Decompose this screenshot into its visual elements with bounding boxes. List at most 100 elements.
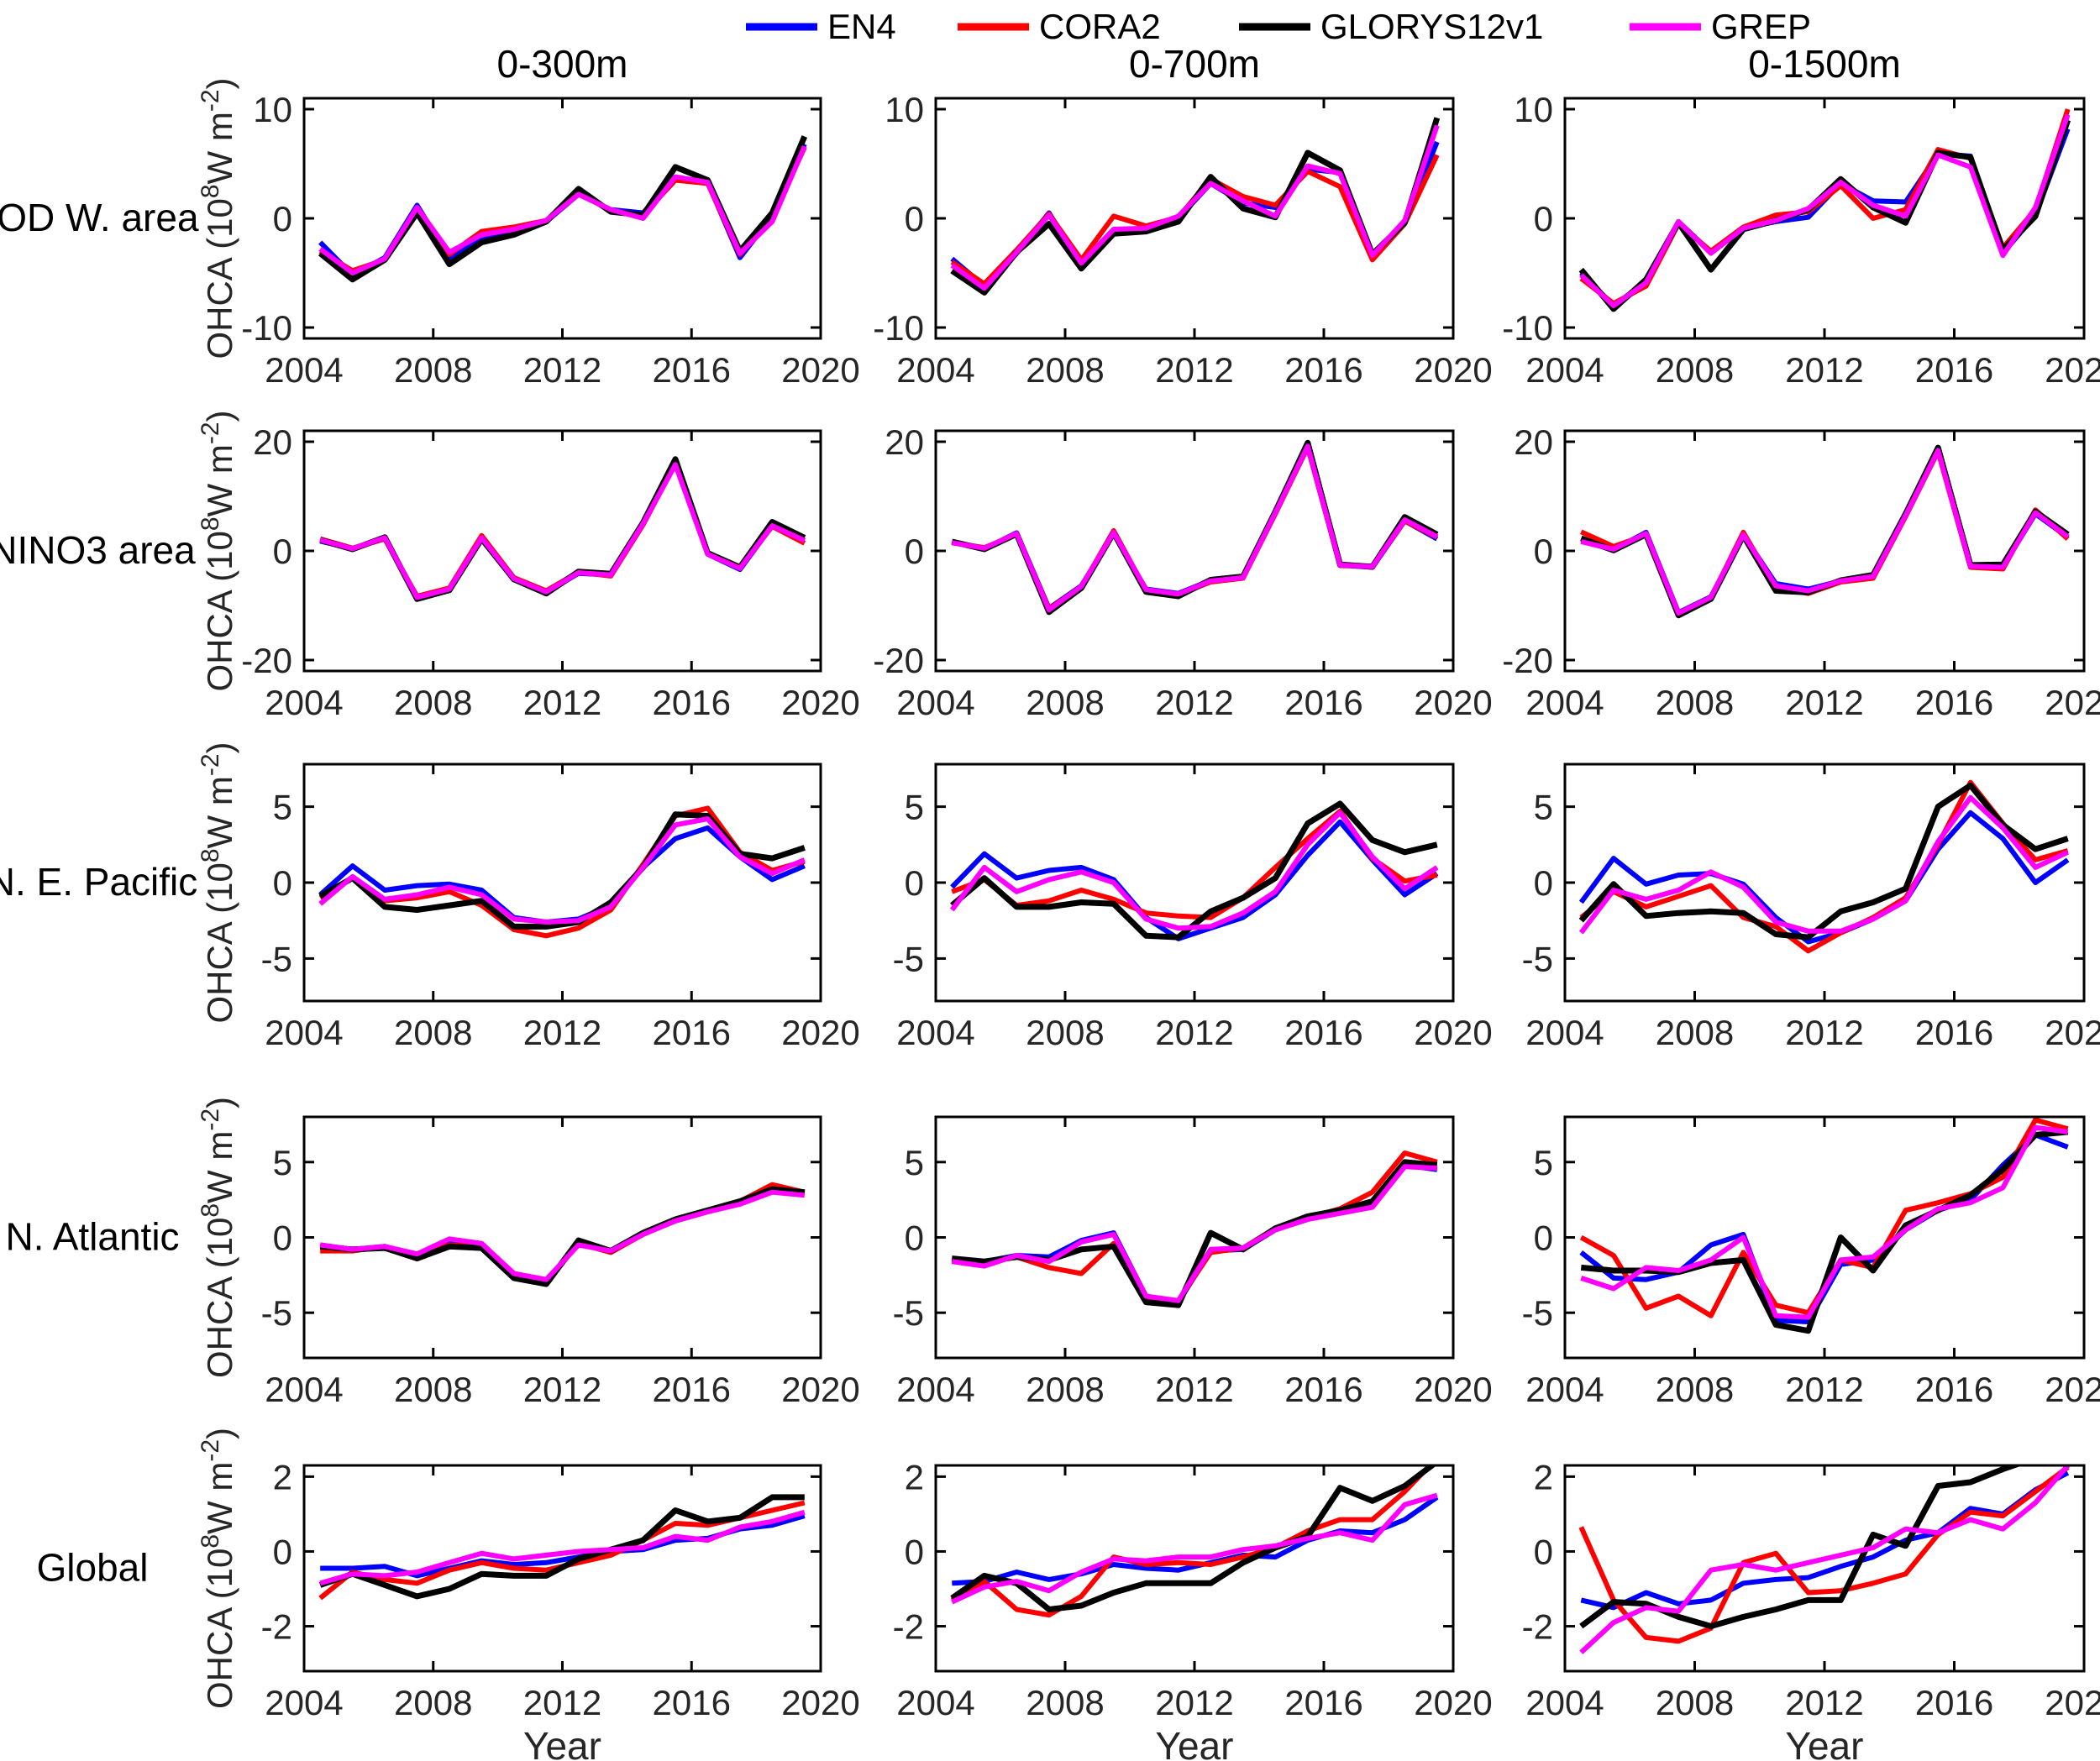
- x-tick-label: 2020: [2045, 1013, 2100, 1052]
- y-tick-label: -5: [1522, 1293, 1553, 1333]
- x-tick-label: 2020: [1414, 683, 1492, 722]
- x-tick-label: 2020: [781, 683, 859, 722]
- x-tick-label: 2008: [1026, 350, 1104, 390]
- plot-frame: [302, 97, 822, 340]
- y-tick-label: -10: [873, 308, 924, 348]
- series-GREP: [1578, 794, 2069, 935]
- y-tick-label: -5: [893, 939, 924, 978]
- x-axis-title: Year: [1786, 1724, 1864, 1761]
- series-GREP: [951, 443, 1439, 613]
- y-tick-label: -2: [261, 1607, 292, 1647]
- x-tick-label: 2012: [1155, 1013, 1233, 1052]
- x-tick-label: 2012: [1785, 1013, 1863, 1052]
- plot-frame: [1563, 97, 2086, 340]
- x-tick-label: 2008: [1656, 683, 1734, 722]
- plot-area: [936, 98, 1453, 338]
- series-GREP: [1579, 1465, 2070, 1654]
- y-tick-label: -2: [1522, 1607, 1553, 1647]
- chart-N-E-Pacific-0-1500m: 5 0 -5 2004 2008 2012 2016 2020: [1522, 763, 2100, 1052]
- x-tick-label: 2016: [1284, 350, 1362, 390]
- series-group: [318, 1494, 806, 1601]
- x-tick-label: 2020: [781, 1683, 859, 1722]
- series-GREP: [318, 816, 806, 925]
- y-axis-label: OHCA (108W m-2): [197, 410, 239, 691]
- x-tick-label: 2020: [781, 350, 859, 390]
- x-tick-label: 2008: [1656, 1370, 1734, 1409]
- y-tick-label: 20: [253, 422, 292, 462]
- plot-area: [1565, 431, 2084, 671]
- x-tick-label: 2020: [2045, 350, 2100, 390]
- series-GREP: [951, 1164, 1437, 1303]
- series-group: [950, 1465, 1439, 1618]
- series-group: [950, 117, 1441, 296]
- x-tick-label: 2012: [1155, 350, 1233, 390]
- plot-frame: [934, 763, 1455, 1003]
- plot-frame: [934, 1464, 1455, 1673]
- chart-Global-0-300m: 2 0 -2 2004 2008 2012 2016 2020 Year: [261, 1457, 860, 1761]
- series-GREP: [1579, 113, 2071, 308]
- series-group: [1578, 108, 2071, 312]
- column-title: 0-1500m: [1748, 42, 1901, 86]
- y-tick-label: -2: [893, 1607, 924, 1647]
- y-tick-label: 5: [273, 1143, 292, 1182]
- y-tick-label: 0: [905, 532, 924, 571]
- row-label: N. E. Pacific: [0, 860, 197, 904]
- series-CORA2: [950, 1465, 1434, 1618]
- y-tick-label: 5: [905, 1143, 924, 1182]
- plot-frame: [934, 97, 1455, 340]
- y-tick-label: 0: [905, 199, 924, 238]
- series-group: [1580, 444, 2070, 619]
- y-tick-label: -5: [261, 939, 292, 978]
- x-tick-label: 2004: [1525, 350, 1604, 390]
- y-tick-label: -20: [873, 641, 924, 680]
- y-tick-label: 0: [905, 1219, 924, 1258]
- series-GREP: [949, 810, 1439, 931]
- y-tick-label: 0: [273, 199, 292, 238]
- x-tick-label: 2008: [1026, 1370, 1104, 1409]
- legend-label: CORA2: [1039, 7, 1161, 46]
- series-GREP: [950, 124, 1440, 291]
- y-tick-label: 2: [273, 1457, 292, 1496]
- x-tick-label: 2004: [896, 683, 974, 722]
- series-group: [1579, 1117, 2069, 1334]
- y-tick-label: 0: [1534, 1219, 1553, 1258]
- y-tick-label: 5: [1534, 788, 1553, 827]
- plot-area: [304, 1117, 821, 1358]
- x-tick-label: 2012: [523, 350, 601, 390]
- x-tick-label: 2016: [1915, 1013, 1993, 1052]
- x-tick-label: 2016: [1915, 1683, 1993, 1722]
- series-GREP: [319, 462, 806, 600]
- x-tick-label: 2004: [1525, 683, 1604, 722]
- y-tick-label: -20: [1502, 641, 1553, 680]
- plot-frame: [1563, 1464, 2086, 1673]
- y-axis-label: OHCA (108W m-2): [197, 742, 239, 1023]
- y-tick-label: -10: [1502, 308, 1553, 348]
- y-tick-label: 0: [273, 532, 292, 571]
- series-GREP: [319, 1189, 806, 1282]
- chart-N-Atlantic-0-300m: 5 0 -5 2004 2008 2012 2016 2020: [261, 1115, 860, 1409]
- plot-area: [1565, 98, 2084, 338]
- x-tick-label: 2016: [1284, 1370, 1362, 1409]
- plot-frame: [934, 1115, 1455, 1360]
- legend: EN4 CORA2 GLORYS12v1 GREP: [746, 7, 1811, 46]
- x-tick-label: 2020: [1414, 1013, 1492, 1052]
- series-GREP: [1580, 1124, 2069, 1320]
- x-tick-label: 2004: [265, 350, 343, 390]
- x-tick-label: 2004: [265, 1683, 343, 1722]
- legend-label: GLORYS12v1: [1320, 7, 1543, 46]
- x-tick-label: 2008: [394, 1370, 472, 1409]
- x-tick-label: 2020: [2045, 1683, 2100, 1722]
- series-GLORYS12v1: [1578, 782, 2069, 941]
- series-EN4: [1578, 810, 2070, 945]
- x-tick-label: 2008: [394, 683, 472, 722]
- y-tick-label: 20: [885, 422, 924, 462]
- x-tick-label: 2016: [653, 1013, 731, 1052]
- chart-N-Atlantic-0-700m: 5 0 -5 2004 2008 2012 2016 2020: [893, 1115, 1493, 1409]
- x-tick-label: 2004: [1525, 1370, 1604, 1409]
- x-tick-label: 2020: [2045, 1370, 2100, 1409]
- y-tick-label: -5: [261, 1293, 292, 1333]
- series-group: [951, 439, 1439, 616]
